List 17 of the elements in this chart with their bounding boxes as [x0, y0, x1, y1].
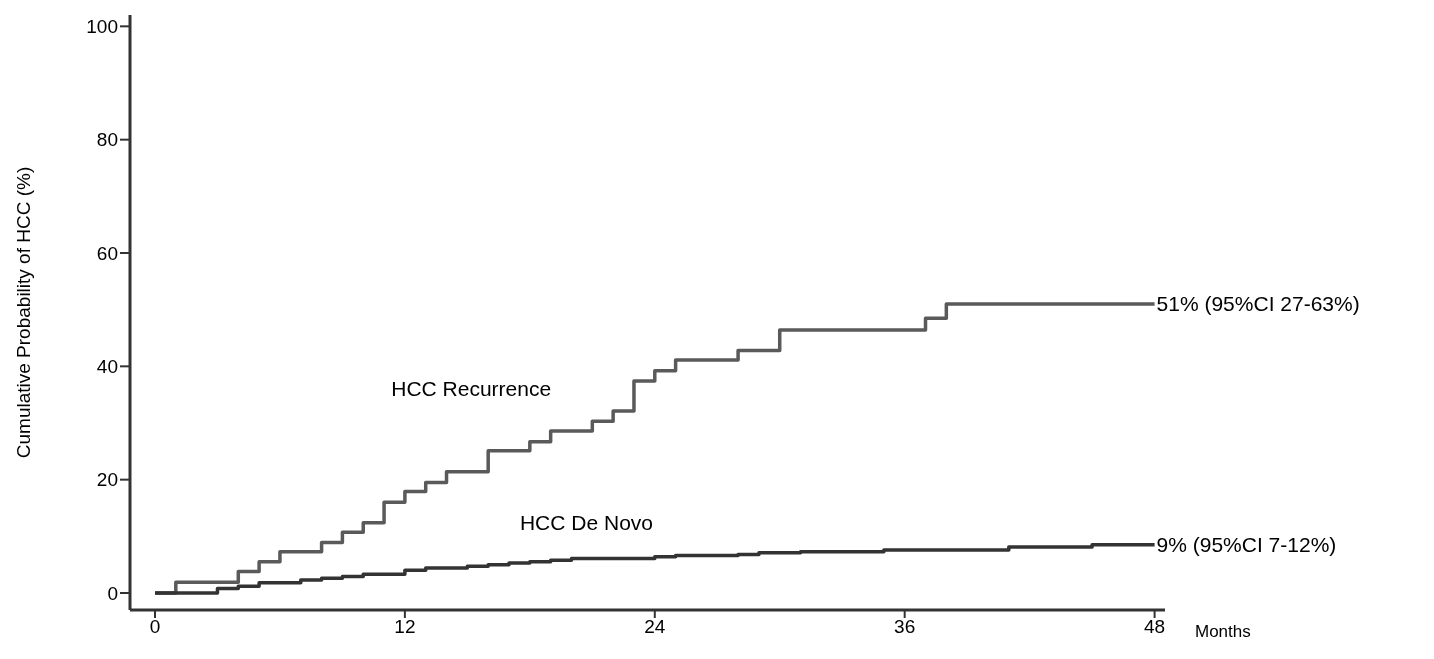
y-tick-label: 100 — [86, 16, 118, 38]
y-tick-label: 80 — [96, 129, 118, 151]
y-tick-label: 60 — [96, 242, 118, 264]
y-axis-title: Cumulative Probability of HCC (%) — [13, 166, 34, 459]
x-tick-label: 48 — [1144, 616, 1166, 638]
y-tick-label: 0 — [107, 582, 118, 604]
x-tick-label: 24 — [644, 616, 666, 638]
x-tick-label: 12 — [394, 616, 416, 638]
series-label: HCC Recurrence — [391, 376, 552, 400]
x-tick-label: 0 — [149, 616, 161, 638]
x-axis-title: Months — [1195, 622, 1251, 641]
annotation: 51% (95%CI 27-63%) — [1156, 292, 1360, 315]
annotation: 9% (95%CI 7-12%) — [1156, 532, 1337, 556]
series-label: HCC De Novo — [519, 511, 654, 535]
x-tick-label: 36 — [894, 616, 916, 638]
y-tick-label: 20 — [96, 469, 118, 491]
y-tick-label: 40 — [96, 356, 118, 378]
